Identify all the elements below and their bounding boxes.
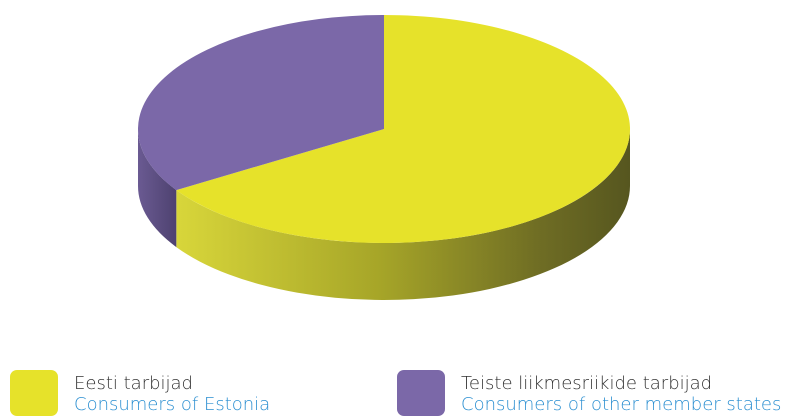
legend-label-other-states: Teiste liikmesriikide tarbijad [461, 373, 713, 394]
legend-label-other-states-en: Consumers of other member states [461, 394, 782, 415]
pie-slice-estonia [176, 15, 631, 243]
pie-chart [138, 15, 631, 300]
pie-tops [138, 15, 631, 243]
pie-side-other-states [138, 129, 177, 248]
pie-slice-other-states [138, 15, 384, 191]
legend-label-estonia-en: Consumers of Estonia [74, 394, 271, 415]
legend-label-estonia: Eesti tarbijad [74, 373, 193, 394]
legend-swatch-estonia [10, 370, 58, 416]
pie-sides [138, 129, 631, 300]
legend-swatch-other-states [397, 370, 445, 416]
pie-side-estonia [176, 129, 631, 300]
